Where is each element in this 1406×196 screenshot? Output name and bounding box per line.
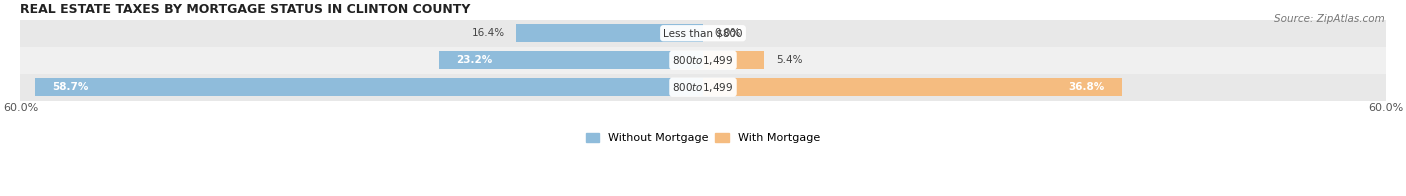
Text: 16.4%: 16.4%	[472, 28, 505, 38]
Text: $800 to $1,499: $800 to $1,499	[672, 54, 734, 67]
Text: REAL ESTATE TAXES BY MORTGAGE STATUS IN CLINTON COUNTY: REAL ESTATE TAXES BY MORTGAGE STATUS IN …	[21, 3, 471, 16]
Bar	[703, 51, 765, 69]
Legend: Without Mortgage, With Mortgage: Without Mortgage, With Mortgage	[582, 128, 824, 148]
Text: 58.7%: 58.7%	[52, 82, 89, 92]
Bar	[703, 78, 1122, 96]
Text: 5.4%: 5.4%	[776, 55, 803, 65]
Bar	[35, 78, 703, 96]
Bar	[21, 20, 1385, 47]
Text: 0.0%: 0.0%	[714, 28, 741, 38]
Bar	[516, 24, 703, 42]
Text: 23.2%: 23.2%	[456, 55, 492, 65]
Text: $800 to $1,499: $800 to $1,499	[672, 81, 734, 94]
Bar	[21, 47, 1385, 74]
Bar	[439, 51, 703, 69]
Bar	[21, 74, 1385, 101]
Text: Source: ZipAtlas.com: Source: ZipAtlas.com	[1274, 14, 1385, 24]
Text: Less than $800: Less than $800	[664, 28, 742, 38]
Text: 36.8%: 36.8%	[1069, 82, 1105, 92]
